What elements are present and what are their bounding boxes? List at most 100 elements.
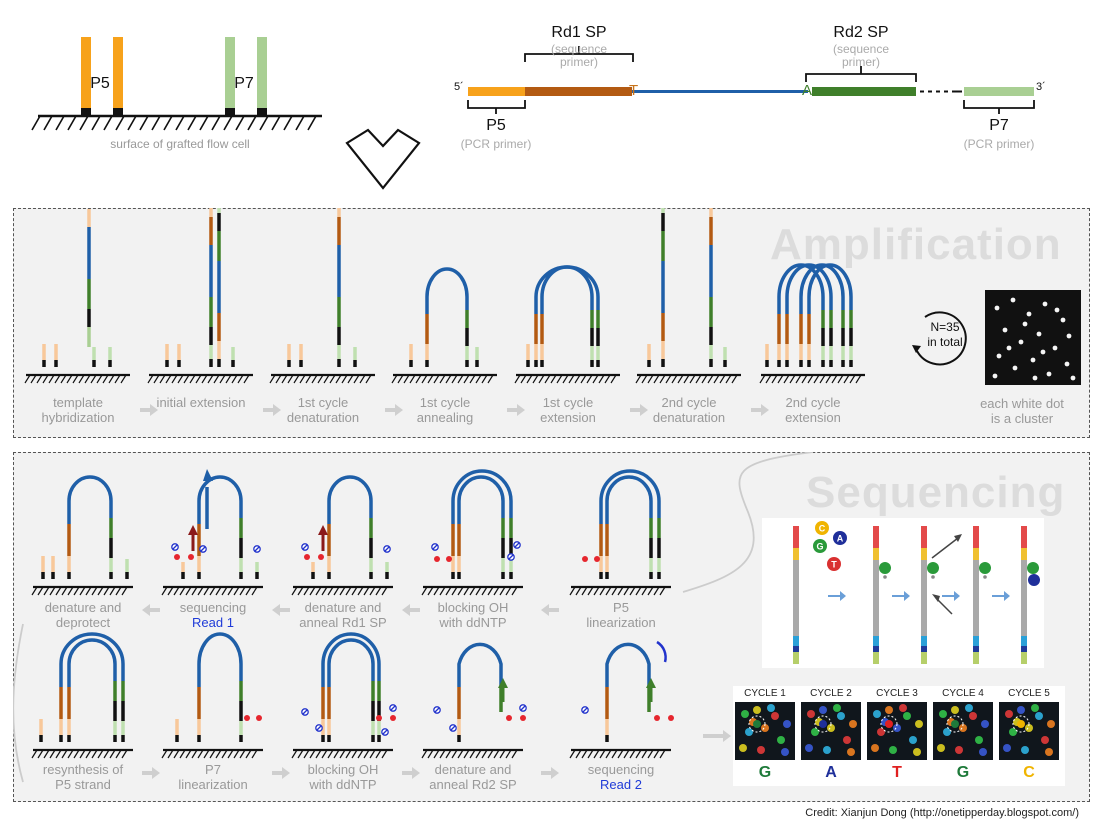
tracked-cluster-ring — [1012, 715, 1030, 733]
step-arrow-icon — [630, 404, 648, 416]
cluster-spot — [979, 748, 987, 756]
p7-pcr-primer-sub: (PCR primer) — [963, 137, 1035, 151]
dna-strand — [849, 310, 853, 367]
p5-pcr-primer-sub: (PCR primer) — [460, 137, 532, 151]
dna-strand — [377, 681, 381, 742]
dna-strand — [596, 310, 600, 367]
up-arrow-icon — [646, 678, 656, 688]
surface-hatch — [391, 373, 497, 384]
ddntp-block-icon — [315, 724, 323, 732]
ddntp-block-icon — [383, 545, 391, 553]
top-diagram — [31, 37, 1035, 190]
dna-strand — [369, 518, 373, 579]
cluster-spot — [819, 706, 827, 714]
dna-strand — [499, 687, 503, 712]
sequencing-step-label: blocking OH with ddNTP — [307, 762, 379, 792]
step-arrow-icon — [541, 604, 559, 616]
cluster-dot — [1030, 357, 1036, 363]
cluster-spot — [753, 706, 761, 714]
dna-strand — [181, 562, 185, 579]
fluor-star-icon — [188, 554, 194, 560]
dna-strand — [59, 687, 63, 742]
cluster-spot — [767, 704, 775, 712]
cluster-spot — [893, 724, 901, 732]
cluster-spot — [1031, 704, 1039, 712]
dna-strand — [709, 208, 713, 367]
dna-strand — [321, 687, 325, 742]
p5-pcr-primer-label: P5 — [486, 117, 506, 134]
cluster-spot — [955, 746, 963, 754]
cluster-spot — [739, 744, 747, 752]
rd1-title: Rd1 SP — [551, 24, 607, 41]
dna-strand — [209, 208, 213, 367]
step-arrow-icon — [507, 404, 525, 416]
sequencing-step-label: blocking OH with ddNTP — [437, 600, 509, 630]
surface-hatch — [759, 373, 865, 384]
p5-primer-strands — [81, 37, 123, 116]
cluster-spot — [889, 746, 897, 754]
cluster-spot — [847, 748, 855, 756]
fluor-star-icon — [304, 554, 310, 560]
cluster-spot — [777, 736, 785, 744]
nucleotide-icon: G — [813, 539, 827, 553]
flow-arrow-icon — [828, 591, 846, 601]
sequencing-step-label: resynthesis of P5 strand — [42, 762, 124, 792]
dna-strand — [841, 310, 845, 367]
step-arrow-icon — [142, 767, 160, 779]
dna-strand — [425, 314, 429, 367]
dna-strand — [39, 719, 43, 742]
cluster-spot — [913, 748, 921, 756]
cycle-image — [735, 702, 795, 760]
surface-hatch — [635, 373, 741, 384]
cluster-dot — [1052, 345, 1058, 351]
amplification-diagram — [24, 208, 865, 416]
dna-strand — [799, 314, 803, 367]
down-chevron-icon — [345, 128, 421, 190]
cluster-dot — [1070, 375, 1076, 381]
tracked-cluster-ring — [880, 715, 898, 733]
cluster-spot — [909, 736, 917, 744]
dna-strand — [534, 314, 538, 367]
cycle-image — [999, 702, 1059, 760]
fluor-star-icon — [318, 554, 324, 560]
step-arrow-icon — [402, 767, 420, 779]
cluster-spot — [871, 744, 879, 752]
cluster-spot — [943, 728, 951, 736]
cluster-spot — [903, 712, 911, 720]
cycle-image — [801, 702, 861, 760]
surface-hatch — [291, 585, 393, 596]
flow-cell-surface — [31, 114, 322, 131]
cluster-image — [985, 290, 1081, 385]
dna-strand — [87, 209, 91, 347]
cluster-spot — [849, 720, 857, 728]
cluster-spot — [899, 704, 907, 712]
cluster-spot — [965, 704, 973, 712]
dna-strand — [661, 208, 665, 367]
dna-strand — [197, 687, 201, 742]
step-arrow-icon — [385, 404, 403, 416]
a-overhang-label: A — [802, 82, 813, 99]
dna-strand — [327, 524, 331, 579]
cycle-images-panel: CYCLE 1 G CYCLE 2 A CYCLE 3 T CYCLE 4 G CYCLE 5 C — [733, 686, 1065, 786]
dna-strand — [457, 524, 461, 579]
dna-strand — [821, 310, 825, 367]
fluor-star-icon — [582, 556, 588, 562]
amplification-step-label: template hybridization — [41, 395, 115, 425]
fluor-star-icon — [506, 715, 512, 721]
dna-strand — [67, 524, 71, 579]
dna-strand — [647, 344, 651, 367]
called-base: C — [1023, 764, 1035, 781]
ddntp-block-icon — [381, 728, 389, 736]
cluster-spot — [951, 706, 959, 714]
cluster-spot — [827, 724, 835, 732]
dna-strand — [371, 681, 375, 742]
dna-strand — [829, 310, 833, 367]
cluster-spot — [1025, 724, 1033, 732]
sequencing-strand — [1021, 526, 1027, 664]
cluster-spot — [761, 724, 769, 732]
cluster-dot — [1036, 331, 1042, 337]
dna-strand — [599, 524, 603, 579]
dna-strand — [457, 687, 461, 742]
step-arrow-icon — [263, 404, 281, 416]
cycle-name: CYCLE 3 — [876, 688, 918, 699]
